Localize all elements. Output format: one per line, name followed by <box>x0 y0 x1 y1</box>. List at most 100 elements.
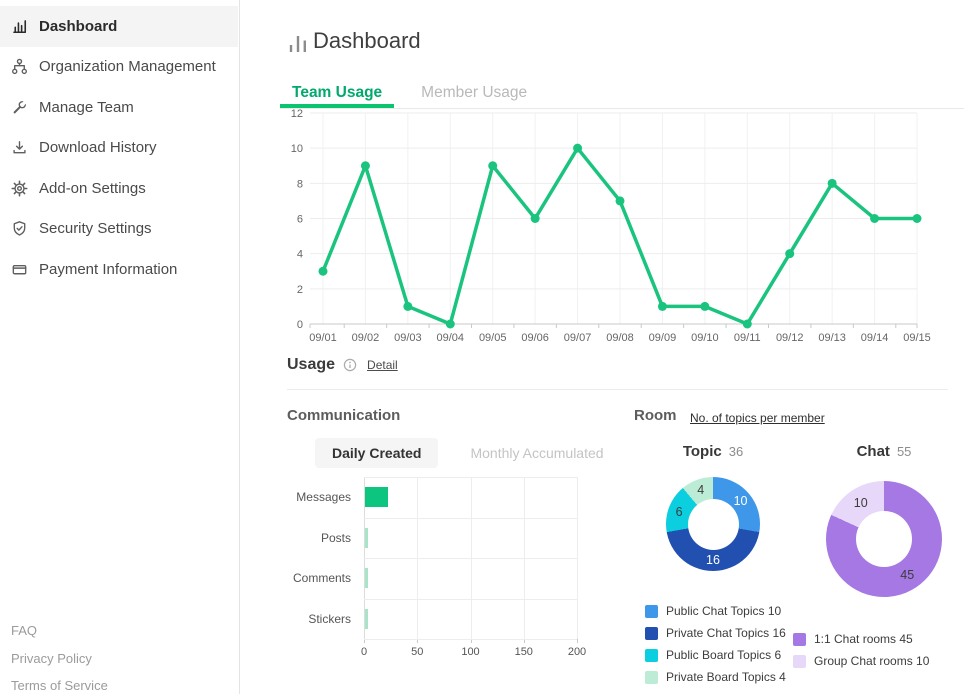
info-icon[interactable] <box>343 358 357 372</box>
sidebar-item-add-on-settings[interactable]: Add-on Settings <box>0 168 238 209</box>
svg-text:12: 12 <box>291 108 303 120</box>
sidebar-item-dashboard[interactable]: Dashboard <box>0 6 238 47</box>
sidebar-item-download-history[interactable]: Download History <box>0 128 238 169</box>
data-point <box>318 266 328 276</box>
slice-value-label: 6 <box>675 504 683 519</box>
svg-text:09/03: 09/03 <box>394 332 422 344</box>
svg-text:09/06: 09/06 <box>521 332 549 344</box>
bar-axis-tick-label: 200 <box>567 646 587 658</box>
sidebar-nav: Dashboard Organization Management Manage T… <box>0 6 238 290</box>
svg-text:09/02: 09/02 <box>352 332 380 344</box>
slice-value-label: 4 <box>697 483 705 498</box>
sidebar-item-label: Organization Management <box>39 58 216 76</box>
usage-heading: Usage <box>287 356 336 373</box>
tab-member-usage[interactable]: Member Usage <box>421 84 528 101</box>
svg-text:09/10: 09/10 <box>691 332 719 344</box>
data-point <box>573 143 583 153</box>
data-point <box>700 301 710 311</box>
legend-label: Public Chat Topics 10 <box>666 604 782 618</box>
bar-category-label: Posts <box>320 530 351 545</box>
bar-comments <box>365 568 368 589</box>
usage-detail-link[interactable]: Detail <box>367 358 398 372</box>
data-point <box>530 214 540 223</box>
svg-text:09/04: 09/04 <box>437 332 465 344</box>
tab-team-usage[interactable]: Team Usage <box>280 81 395 108</box>
communication-tabs: Daily Created Monthly Accumulated <box>315 438 621 468</box>
svg-text:09/12: 09/12 <box>776 332 804 344</box>
bar-axis-tick-label: 150 <box>514 646 533 658</box>
data-point <box>488 161 498 171</box>
bar-chart-icon <box>288 31 308 53</box>
svg-text:09/01: 09/01 <box>309 332 337 344</box>
bar-messages <box>365 487 389 508</box>
bar-axis-tick-label: 50 <box>411 646 424 658</box>
data-point <box>827 178 837 188</box>
bar-category-label: Comments <box>292 571 351 586</box>
svg-text:4: 4 <box>297 249 303 261</box>
comm-tab-monthly-accumulated[interactable]: Monthly Accumulated <box>470 445 604 461</box>
legend-item-public-chat-topics: Public Chat Topics 10 <box>645 600 786 622</box>
sidebar-item-label: Add-on Settings <box>39 179 146 197</box>
chat-title-label: Chat <box>856 443 890 460</box>
series-line <box>318 143 922 329</box>
sidebar-item-label: Download History <box>39 139 157 157</box>
data-point <box>445 319 455 329</box>
sidebar-item-payment-information[interactable]: Payment Information <box>0 249 238 290</box>
svg-text:09/13: 09/13 <box>818 332 846 344</box>
bar-axis-tick-label: 100 <box>461 646 480 658</box>
sidebar-item-organization-management[interactable]: Organization Management <box>0 47 238 88</box>
legend-swatch <box>645 626 658 640</box>
chat-chart-title: Chat 55 <box>857 443 912 461</box>
axis-labels: 0 2 4 6 8 10 12 09/01 09/02 09/03 09/04 09/05 09/06 0… <box>291 108 931 344</box>
legend-label: Private Chat Topics 16 <box>666 626 786 640</box>
sidebar-item-label: Dashboard <box>39 17 118 35</box>
donut-hole <box>856 511 912 567</box>
legend-swatch <box>645 604 658 618</box>
sidebar-item-security-settings[interactable]: Security Settings <box>0 209 238 250</box>
legend-item-public-board-topics: Public Board Topics 6 <box>645 644 786 666</box>
data-point <box>870 214 880 223</box>
svg-text:09/08: 09/08 <box>606 332 634 344</box>
communication-heading: Communication <box>287 407 401 424</box>
slice-value-label: 10 <box>853 495 868 510</box>
data-point <box>360 161 370 171</box>
slice-value-label: 10 <box>733 493 748 508</box>
usage-section-header: Usage Detail <box>287 356 398 374</box>
legend-swatch <box>645 648 658 662</box>
footer-link-privacy-policy[interactable]: Privacy Policy <box>11 650 92 666</box>
bar-stickers <box>365 608 368 629</box>
gear-icon <box>11 180 28 197</box>
legend-item-group-chat-rooms: Group Chat rooms 10 <box>793 650 929 672</box>
room-heading: Room <box>634 407 677 424</box>
sidebar-footer: FAQ Privacy Policy Terms of Service <box>11 617 108 694</box>
footer-link-faq[interactable]: FAQ <box>11 623 38 638</box>
legend-item-1-1-chat-rooms: 1:1 Chat rooms 45 <box>793 628 929 650</box>
comm-tab-daily-created[interactable]: Daily Created <box>315 438 439 468</box>
legend-item-private-board-topics: Private Board Topics 4 <box>645 666 786 688</box>
legend-label: Group Chat rooms 10 <box>814 654 930 668</box>
footer-link-terms-of-service[interactable]: Terms of Service <box>11 678 108 693</box>
credit-card-icon <box>11 261 28 278</box>
svg-text:09/05: 09/05 <box>479 332 507 344</box>
sidebar-item-manage-team[interactable]: Manage Team <box>0 87 238 128</box>
legend-swatch <box>645 670 658 684</box>
svg-text:09/15: 09/15 <box>903 332 931 344</box>
sidebar-item-label: Payment Information <box>39 260 178 278</box>
svg-text:10: 10 <box>291 143 303 155</box>
shield-check-icon <box>11 220 28 237</box>
main-content: Dashboard Team Usage Member Usage 0 2 4 6 8 10… <box>241 0 964 694</box>
svg-text:2: 2 <box>297 284 303 296</box>
svg-text:8: 8 <box>297 178 303 190</box>
section-divider <box>287 389 948 390</box>
main-tabs: Team Usage Member Usage <box>280 81 964 109</box>
svg-text:09/14: 09/14 <box>861 332 889 344</box>
download-icon <box>11 139 28 156</box>
topics-per-member-link[interactable]: No. of topics per member <box>690 411 825 425</box>
bar-chart-icon <box>11 18 28 35</box>
bar-posts <box>365 527 368 548</box>
org-tree-icon <box>11 58 28 75</box>
legend-label: Public Board Topics 6 <box>666 648 782 662</box>
wrench-icon <box>11 99 28 116</box>
legend-label: 1:1 Chat rooms 45 <box>814 632 913 646</box>
